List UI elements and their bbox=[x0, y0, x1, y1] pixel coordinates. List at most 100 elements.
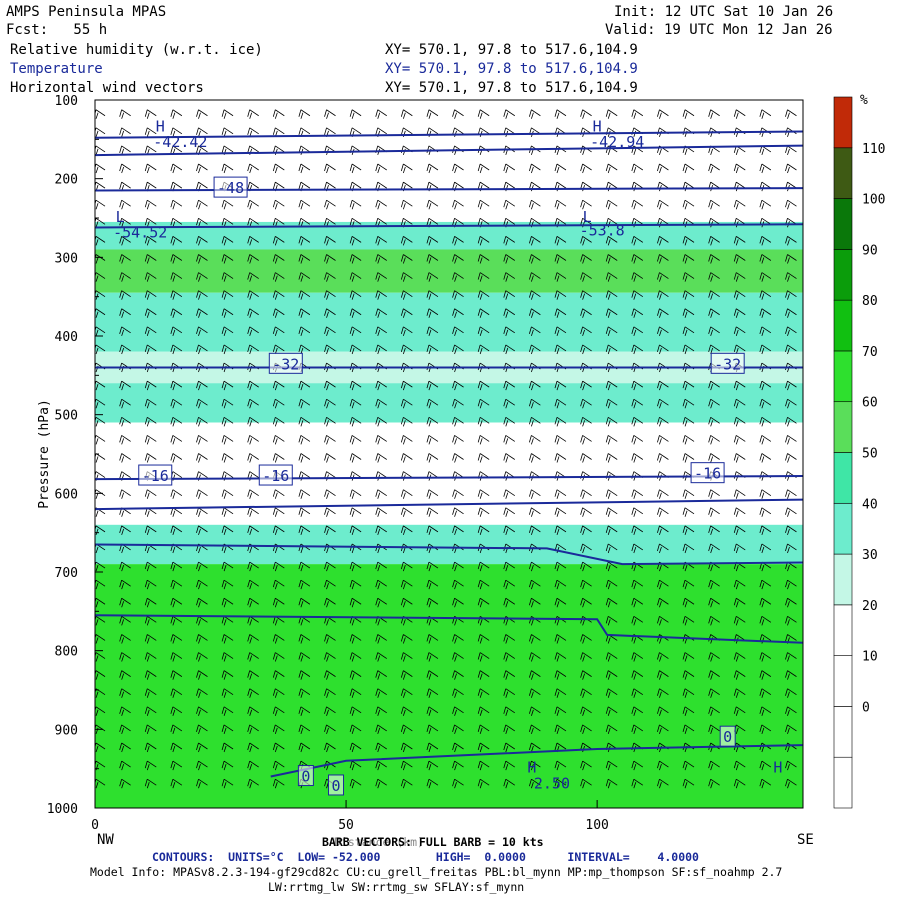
wind-barb bbox=[452, 507, 464, 517]
wind-barb bbox=[554, 308, 567, 318]
wind-barb bbox=[400, 435, 413, 445]
wind-barb bbox=[144, 236, 157, 246]
wind-barb bbox=[196, 453, 208, 463]
y-tick-label: 400 bbox=[55, 330, 78, 345]
wind-barb bbox=[170, 597, 183, 608]
wind-barb bbox=[349, 778, 362, 789]
wind-barb bbox=[170, 344, 183, 355]
wind-barb bbox=[733, 507, 746, 517]
extremum-label: L bbox=[583, 208, 592, 226]
wind-barb bbox=[605, 416, 618, 427]
wind-barb bbox=[580, 380, 592, 391]
wind-barb bbox=[785, 489, 797, 499]
wind-barb bbox=[452, 453, 464, 463]
wind-barb bbox=[605, 670, 618, 680]
wind-barb bbox=[170, 199, 183, 210]
wind-barb bbox=[682, 616, 695, 626]
wind-barb bbox=[580, 597, 592, 608]
wind-barb bbox=[477, 163, 490, 174]
colorbar-segment bbox=[833, 604, 853, 656]
wind-barb bbox=[375, 254, 387, 264]
wind-barb bbox=[400, 163, 413, 174]
colorbar-segment bbox=[833, 553, 853, 606]
wind-barb bbox=[144, 670, 157, 680]
colorbar-label: 100 bbox=[862, 193, 885, 208]
wind-barb bbox=[477, 634, 490, 644]
wind-barb bbox=[400, 254, 413, 264]
wind-barb bbox=[144, 688, 157, 698]
wind-barb bbox=[196, 308, 208, 318]
wind-barb bbox=[452, 778, 464, 789]
wind-barb bbox=[785, 525, 797, 536]
wind-barb bbox=[324, 163, 336, 174]
wind-barb bbox=[272, 326, 285, 336]
wind-barb bbox=[785, 688, 797, 698]
wind-barb bbox=[119, 616, 131, 626]
wind-barb bbox=[682, 543, 695, 554]
wind-barb bbox=[580, 760, 592, 771]
wind-barb bbox=[196, 652, 208, 662]
wind-barb bbox=[196, 760, 208, 771]
wind-barb bbox=[298, 380, 311, 391]
wind-barb bbox=[324, 688, 336, 698]
colorbar-segment bbox=[833, 350, 853, 403]
wind-barb bbox=[452, 236, 464, 246]
wind-barb bbox=[170, 634, 183, 644]
wind-barb bbox=[298, 199, 311, 210]
wind-barb bbox=[733, 181, 746, 192]
wind-barb bbox=[477, 416, 490, 427]
wind-barb bbox=[324, 579, 336, 590]
wind-barb bbox=[119, 127, 131, 137]
wind-barb bbox=[580, 453, 592, 463]
wind-barb bbox=[196, 272, 208, 282]
wind-barb bbox=[605, 272, 618, 282]
contour-label-box bbox=[213, 176, 248, 198]
wind-barb bbox=[554, 597, 567, 608]
wind-barb bbox=[247, 688, 259, 698]
wind-barb bbox=[272, 760, 285, 771]
wind-barb bbox=[400, 652, 413, 662]
wind-barb bbox=[682, 344, 695, 355]
wind-barb bbox=[657, 525, 669, 536]
wind-barb bbox=[605, 453, 618, 463]
wind-barb bbox=[196, 109, 208, 119]
wind-barb bbox=[657, 688, 669, 698]
wind-barb bbox=[631, 290, 644, 300]
wind-barb bbox=[298, 416, 311, 427]
wind-barb bbox=[682, 380, 695, 391]
wind-barb bbox=[452, 706, 464, 716]
wind-barb bbox=[759, 272, 772, 282]
wind-barb bbox=[272, 290, 285, 300]
wind-barb bbox=[657, 435, 669, 445]
wind-barb bbox=[785, 398, 797, 409]
wind-barb bbox=[503, 254, 516, 264]
wind-barb bbox=[682, 236, 695, 246]
wind-barb bbox=[375, 308, 387, 318]
wind-barb bbox=[452, 724, 464, 735]
wind-barb bbox=[221, 344, 234, 355]
wind-barb bbox=[400, 670, 413, 680]
wind-barb bbox=[298, 688, 311, 698]
wind-barb bbox=[196, 163, 208, 174]
wind-barb bbox=[682, 489, 695, 499]
wind-barb bbox=[759, 778, 772, 789]
wind-barb bbox=[272, 398, 285, 409]
colorbar-segment bbox=[833, 452, 853, 504]
wind-barb bbox=[375, 380, 387, 391]
wind-barb bbox=[682, 760, 695, 771]
wind-barb bbox=[119, 652, 131, 662]
wind-barb bbox=[529, 326, 541, 336]
colorbar-unit: % bbox=[860, 93, 868, 108]
wind-barb bbox=[682, 706, 695, 716]
wind-barb bbox=[682, 652, 695, 662]
wind-barb bbox=[247, 489, 259, 499]
wind-barb bbox=[759, 597, 772, 608]
wind-barb bbox=[400, 109, 413, 119]
wind-barb bbox=[657, 670, 669, 680]
wind-barb bbox=[349, 525, 362, 536]
wind-barb bbox=[324, 652, 336, 662]
wind-barb bbox=[503, 380, 516, 391]
wind-barb bbox=[631, 344, 644, 355]
wind-barb bbox=[554, 652, 567, 662]
wind-barb bbox=[247, 507, 259, 517]
